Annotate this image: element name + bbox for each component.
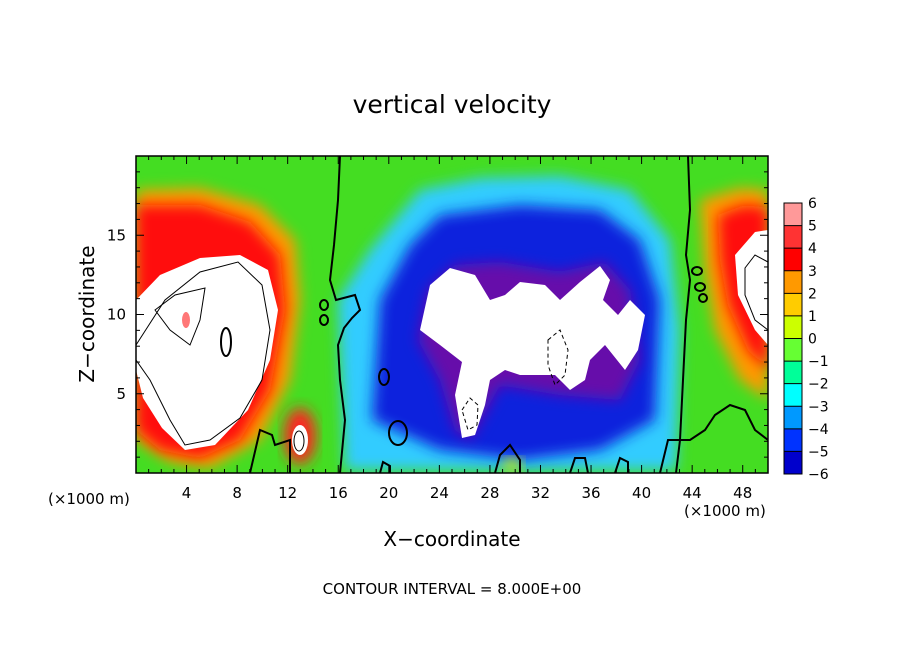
colorbar-label: −4 (808, 422, 829, 438)
colorbar: 6 5 4 3 2 1 0 −1 −2 −3 −4 −5 −6 (783, 196, 829, 483)
y-axis: 5 10 15 (107, 171, 768, 458)
colorbar-swatch (784, 293, 802, 317)
colorbar-swatch (784, 383, 802, 407)
colorbar-label: 3 (808, 264, 817, 280)
zero-contours (249, 156, 768, 473)
colorbar-label: −6 (808, 467, 829, 483)
y-tick-label: 5 (116, 385, 126, 403)
left-updraft-core (136, 255, 278, 450)
colorbar-label: 6 (808, 196, 817, 212)
x-tick-label: 4 (182, 484, 192, 502)
pink-spot (182, 312, 190, 328)
x-tick-label: 40 (632, 484, 651, 502)
y-tick-label: 15 (107, 226, 126, 244)
colorbar-label: 4 (808, 241, 817, 257)
x-tick-label: 28 (480, 484, 499, 502)
x-tick-label: 44 (683, 484, 702, 502)
downdraft-extreme (420, 266, 645, 438)
colorbar-swatch (784, 428, 802, 452)
colorbar-swatch (784, 406, 802, 430)
colorbar-swatch (784, 338, 802, 362)
yellow-spot (502, 458, 522, 472)
x-axis: 4 8 12 16 20 24 28 32 36 40 44 48 (148, 156, 756, 502)
x-tick-label: 48 (733, 484, 752, 502)
x-tick-label: 32 (531, 484, 550, 502)
colorbar-swatch (784, 225, 802, 249)
x-tick-label: 20 (379, 484, 398, 502)
colorbar-label: −2 (808, 377, 829, 393)
y-axis-label: Z−coordinate (75, 245, 99, 382)
y-tick-label: 10 (107, 306, 126, 324)
colorbar-swatch (784, 361, 802, 385)
positive-contours (136, 254, 768, 452)
x-tick-label: 24 (430, 484, 449, 502)
chart-title: vertical velocity (353, 90, 552, 119)
colorbar-swatch (784, 203, 802, 227)
colorbar-label: 0 (808, 332, 817, 348)
colorbar-swatch (784, 248, 802, 272)
negative-contours (461, 329, 569, 431)
colorbar-swatch (784, 315, 802, 339)
x-tick-label: 8 (232, 484, 242, 502)
x-tick-label: 36 (581, 484, 600, 502)
x-axis-label: X−coordinate (383, 527, 520, 551)
colorbar-label: 1 (808, 309, 817, 325)
right-updraft-core (735, 230, 768, 345)
colorbar-label: −3 (808, 399, 829, 415)
x-tick-label: 12 (278, 484, 297, 502)
x-tick-label: 16 (329, 484, 348, 502)
colorbar-swatch (784, 270, 802, 294)
x-unit-left: (×1000 m) (48, 490, 130, 508)
colorbar-label: −5 (808, 444, 829, 460)
colorbar-label: 2 (808, 286, 817, 302)
plot-area (136, 156, 768, 473)
colorbar-label: −1 (808, 354, 829, 370)
colorbar-swatch (784, 451, 802, 475)
colorbar-label: 5 (808, 219, 817, 235)
contour-interval-text: CONTOUR INTERVAL = 8.000E+00 (323, 580, 582, 598)
x-unit-right: (×1000 m) (684, 502, 766, 520)
